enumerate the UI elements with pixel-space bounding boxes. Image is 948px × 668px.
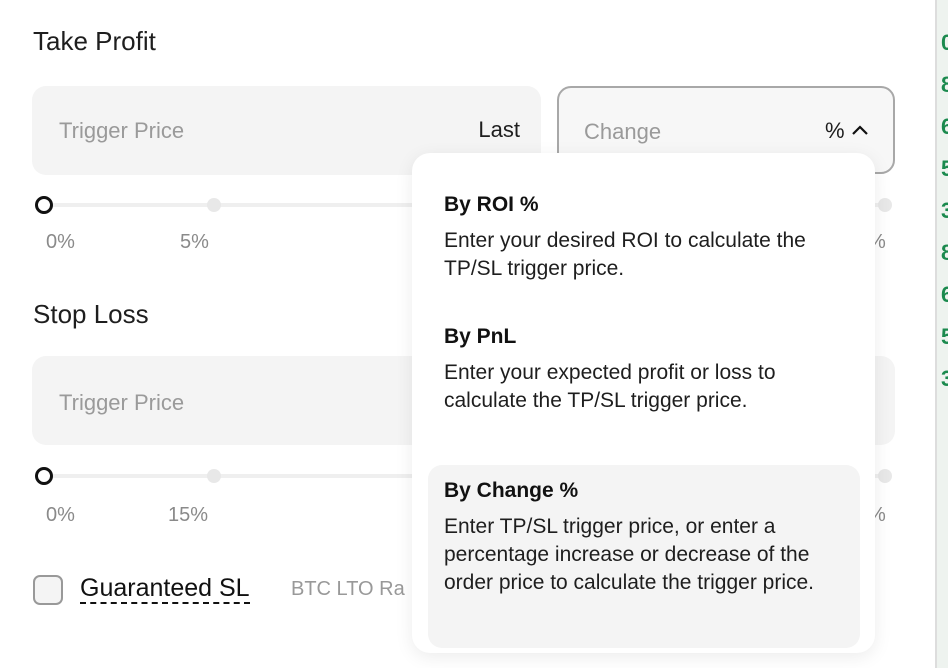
price-digit: 8 xyxy=(941,64,948,106)
mode-unit: % xyxy=(825,118,845,143)
option-by-change[interactable]: By Change % Enter TP/SL trigger price, o… xyxy=(428,465,860,648)
sl-slider-mark[interactable] xyxy=(878,469,892,483)
tp-slider-thumb[interactable] xyxy=(35,196,53,214)
mode-placeholder: Change xyxy=(584,119,662,144)
option-description: Enter TP/SL trigger price, or enter a pe… xyxy=(444,515,815,594)
price-digit: 0 xyxy=(941,22,948,64)
price-digit: 8 xyxy=(941,232,948,274)
sl-tick-label: 15% xyxy=(168,504,209,526)
stop-loss-title: Stop Loss xyxy=(33,299,149,329)
guaranteed-sl-note: BTC LTO Ra xyxy=(291,578,405,600)
option-description: Enter your expected profit or loss to ca… xyxy=(444,361,776,412)
option-title: By Change % xyxy=(444,479,579,502)
take-profit-title: Take Profit xyxy=(33,26,156,56)
chevron-up-icon[interactable] xyxy=(851,124,869,136)
tp-tick-label: 5% xyxy=(180,231,209,253)
option-by-roi[interactable]: By ROI % Enter your desired ROI to calcu… xyxy=(428,179,860,297)
tp-trigger-placeholder: Trigger Price xyxy=(59,118,185,143)
option-description: Enter your desired ROI to calculate the … xyxy=(444,229,806,280)
tp-slider-mark[interactable] xyxy=(878,198,892,212)
price-type-selector[interactable]: Last xyxy=(478,117,520,142)
price-digit: 5 xyxy=(941,148,948,190)
price-digit: 3 xyxy=(941,190,948,232)
option-title: By ROI % xyxy=(444,193,539,216)
option-title: By PnL xyxy=(444,325,517,348)
tp-tick-label: 0% xyxy=(46,231,75,253)
tp-slider-mark[interactable] xyxy=(207,198,221,212)
price-digit: 6 xyxy=(941,106,948,148)
tp-trigger-price-input[interactable]: Trigger Price Last xyxy=(32,86,541,175)
sl-tick-label: 0% xyxy=(46,504,75,526)
price-digit: 3 xyxy=(941,358,948,400)
side-price-list: 0 8 6 5 3 8 6 5 3 xyxy=(935,0,948,668)
sl-slider-thumb[interactable] xyxy=(35,467,53,485)
sl-slider-mark[interactable] xyxy=(207,469,221,483)
sl-trigger-placeholder: Trigger Price xyxy=(59,390,185,415)
guaranteed-sl-label[interactable]: Guaranteed SL xyxy=(80,574,250,604)
option-by-pnl[interactable]: By PnL Enter your expected profit or los… xyxy=(428,311,860,429)
guaranteed-sl-checkbox[interactable] xyxy=(33,575,63,605)
mode-dropdown-menu: By ROI % Enter your desired ROI to calcu… xyxy=(412,153,875,653)
price-digit: 6 xyxy=(941,274,948,316)
price-digit: 5 xyxy=(941,316,948,358)
